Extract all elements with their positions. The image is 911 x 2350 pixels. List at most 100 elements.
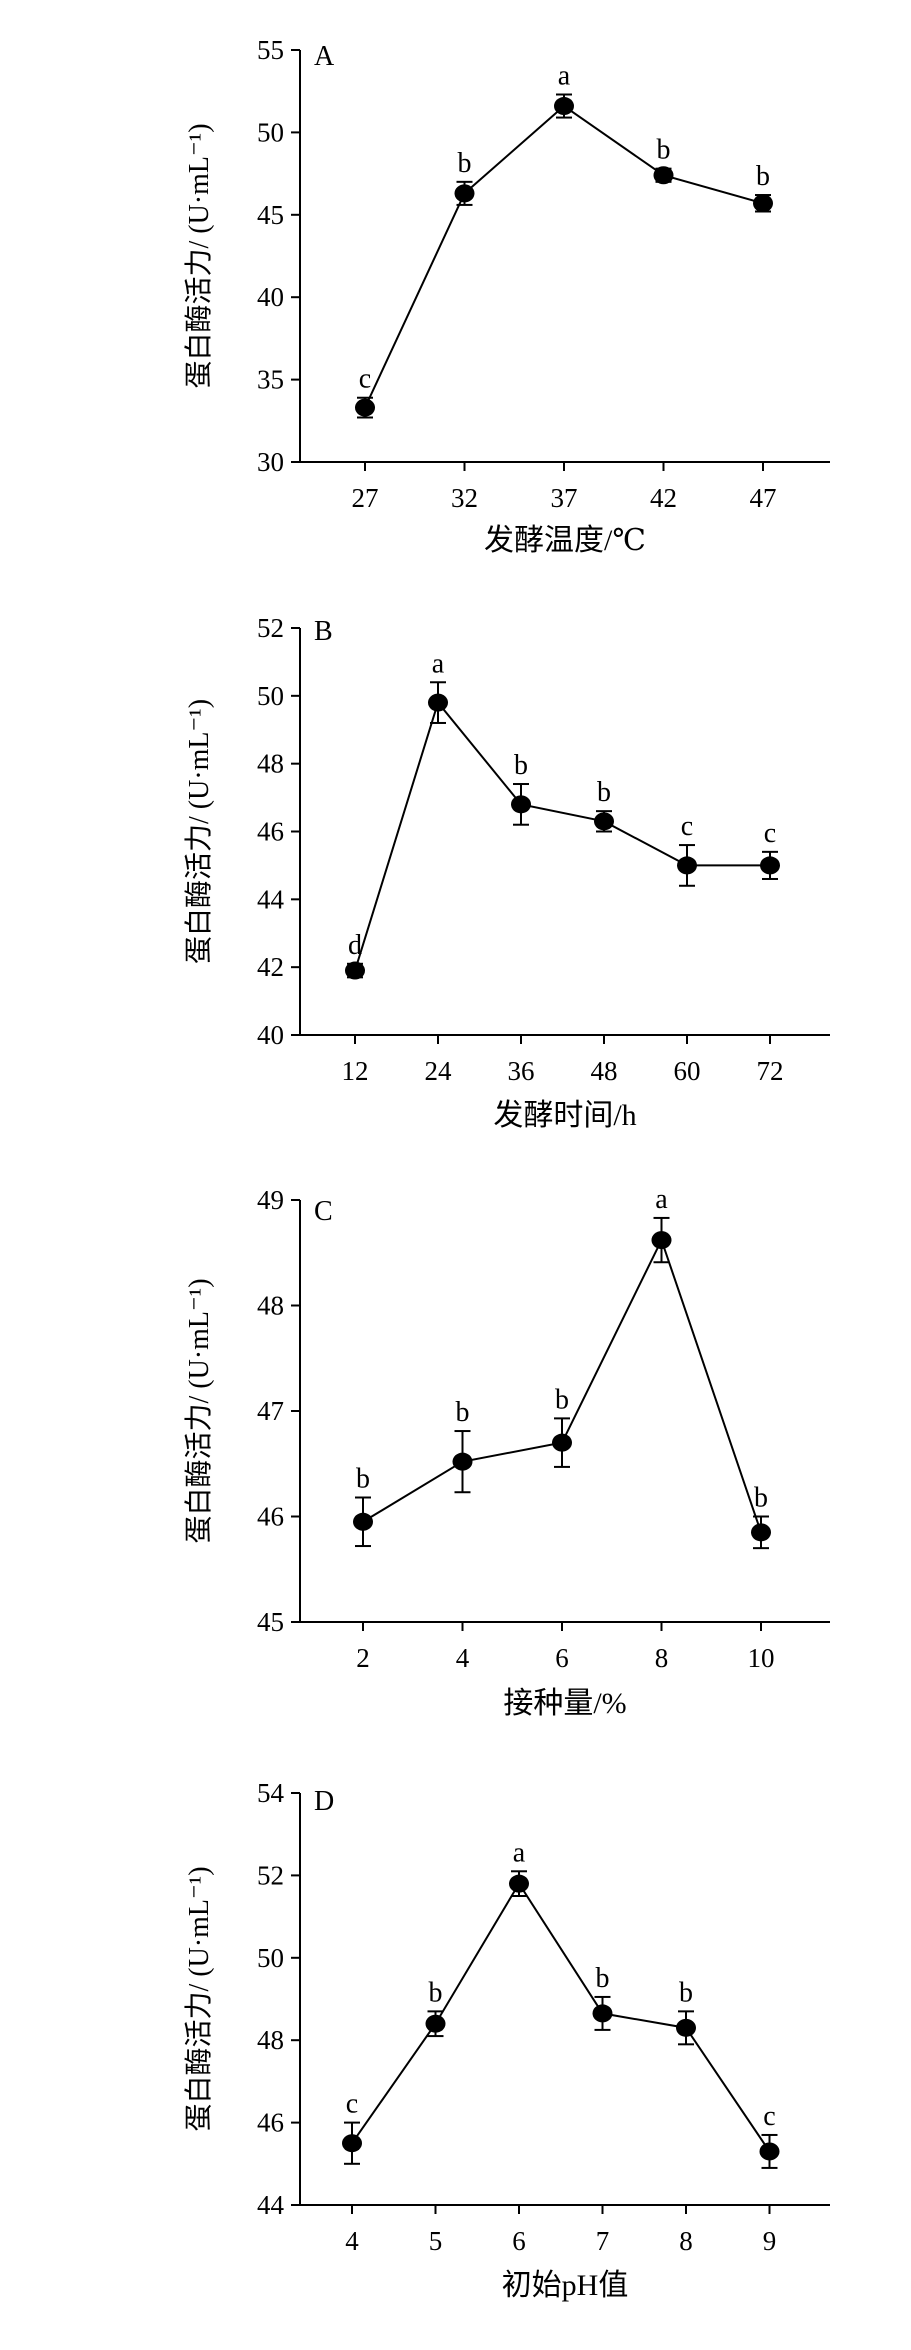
panel-label: A xyxy=(314,41,335,72)
data-point xyxy=(676,2018,696,2037)
x-tick-label: 2 xyxy=(356,1643,370,1673)
y-tick-label: 47 xyxy=(257,1396,284,1426)
data-point xyxy=(452,1452,473,1471)
chart-panel-a: 30 35 40 45 50 55 27 32 37 42 47 c b a b b A 发酵温度/℃ 蛋白酶活力/… xyxy=(183,35,830,557)
series-line xyxy=(354,700,770,971)
significance-letter: b xyxy=(596,1963,610,1994)
y-tick-label: 48 xyxy=(257,1291,284,1321)
significance-letter: a xyxy=(655,1184,668,1215)
x-tick-label: 42 xyxy=(650,483,677,513)
chart-panel-b: 40 42 44 46 48 50 52 12 24 36 48 60 72 d a b b c c B 发酵时间/h 蛋… xyxy=(183,613,830,1132)
significance-letter: a xyxy=(432,648,445,679)
x-tick-label: 9 xyxy=(763,2226,777,2256)
y-tick-label: 40 xyxy=(257,282,284,312)
x-axis-title: 发酵温度/℃ xyxy=(484,524,646,557)
x-tick-label: 37 xyxy=(551,483,578,513)
significance-letter: b xyxy=(657,135,671,166)
x-tick-label: 10 xyxy=(748,1643,775,1673)
significance-letter: b xyxy=(597,777,611,808)
y-tick-label: 45 xyxy=(257,200,284,230)
y-tick-label: 44 xyxy=(257,884,285,914)
panel-label: D xyxy=(314,1786,334,1817)
significance-letter: b xyxy=(458,148,472,179)
panel-label: B xyxy=(314,616,333,647)
x-tick-label: 8 xyxy=(655,1643,669,1673)
y-axis-title: 蛋白酶活力/ (U·mL⁻¹) xyxy=(183,1866,215,2131)
data-point xyxy=(425,2014,446,2033)
x-tick-label: 12 xyxy=(342,1056,369,1086)
data-point xyxy=(594,812,614,831)
y-tick-label: 46 xyxy=(257,1502,284,1532)
significance-letter: a xyxy=(558,60,571,91)
y-tick-label: 55 xyxy=(257,35,284,65)
x-tick-label: 7 xyxy=(596,2226,610,2256)
series-line xyxy=(364,104,764,409)
data-point xyxy=(345,961,365,980)
data-point xyxy=(353,1512,373,1531)
x-tick-label: 47 xyxy=(750,483,777,513)
x-tick-label: 60 xyxy=(674,1056,701,1086)
y-axis-title: 蛋白酶活力/ (U·mL⁻¹) xyxy=(183,123,215,388)
significance-letter: b xyxy=(456,1397,470,1428)
data-point xyxy=(511,795,531,814)
significance-letter: b xyxy=(514,750,528,781)
y-tick-label: 45 xyxy=(257,1607,284,1637)
data-point xyxy=(653,166,674,185)
x-tick-label: 6 xyxy=(555,1643,569,1673)
x-tick-label: 8 xyxy=(679,2226,693,2256)
data-point xyxy=(759,2142,780,2161)
y-tick-label: 48 xyxy=(257,2025,284,2055)
significance-letter: c xyxy=(681,811,693,842)
x-axis-title: 发酵时间/h xyxy=(493,1099,636,1132)
significance-letter: c xyxy=(764,818,776,849)
significance-letter: b xyxy=(756,161,770,192)
chart-panel-d: 44 46 48 50 52 54 4 5 6 7 8 9 c b a b b c D 初始pH值 蛋白酶活力/ (U·… xyxy=(183,1778,830,2302)
data-point xyxy=(677,856,697,875)
y-tick-label: 50 xyxy=(257,117,284,147)
panel-label: C xyxy=(314,1196,333,1227)
y-tick-label: 52 xyxy=(257,1860,284,1890)
significance-letter: a xyxy=(513,1837,526,1868)
y-tick-label: 54 xyxy=(257,1778,285,1808)
x-tick-label: 27 xyxy=(352,483,379,513)
data-point xyxy=(751,1523,771,1542)
x-tick-label: 6 xyxy=(512,2226,526,2256)
x-tick-label: 5 xyxy=(429,2226,443,2256)
y-tick-label: 35 xyxy=(257,365,284,395)
x-tick-label: 32 xyxy=(451,483,478,513)
x-axis-title: 初始pH值 xyxy=(502,2269,629,2302)
y-tick-label: 42 xyxy=(257,952,284,982)
y-tick-label: 30 xyxy=(257,447,284,477)
significance-letter: b xyxy=(429,1977,443,2008)
x-tick-label: 4 xyxy=(345,2226,359,2256)
data-point xyxy=(651,1231,672,1250)
y-tick-label: 49 xyxy=(257,1185,284,1215)
y-tick-label: 40 xyxy=(257,1020,284,1050)
y-tick-label: 48 xyxy=(257,749,284,779)
y-tick-label: 46 xyxy=(257,2108,284,2138)
significance-letter: b xyxy=(754,1483,768,1514)
x-tick-label: 4 xyxy=(456,1643,470,1673)
data-point xyxy=(342,2134,362,2153)
data-point xyxy=(509,1874,529,1893)
data-point xyxy=(552,1433,572,1452)
y-axis-title: 蛋白酶活力/ (U·mL⁻¹) xyxy=(183,699,215,964)
x-tick-label: 24 xyxy=(425,1056,453,1086)
data-point xyxy=(428,693,448,712)
x-tick-label: 36 xyxy=(508,1056,535,1086)
significance-letter: b xyxy=(356,1464,370,1495)
y-axis-title: 蛋白酶活力/ (U·mL⁻¹) xyxy=(183,1278,215,1543)
y-tick-label: 52 xyxy=(257,613,284,643)
significance-letter: c xyxy=(763,2101,775,2132)
data-point xyxy=(760,856,780,875)
x-axis-title: 接种量/% xyxy=(503,1687,626,1720)
significance-letter: c xyxy=(359,364,371,395)
significance-letter: c xyxy=(346,2089,358,2120)
data-point xyxy=(355,398,375,417)
x-tick-label: 72 xyxy=(757,1056,784,1086)
y-tick-label: 50 xyxy=(257,1943,284,1973)
y-tick-label: 50 xyxy=(257,681,284,711)
data-point xyxy=(753,194,773,213)
